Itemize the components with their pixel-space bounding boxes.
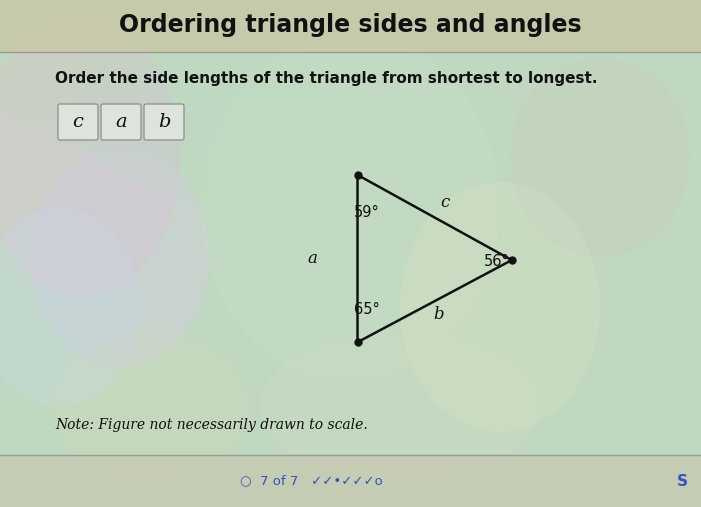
Text: a: a [115,113,127,131]
FancyBboxPatch shape [101,104,141,140]
Text: 65°: 65° [354,302,380,317]
Text: Order the side lengths of the triangle from shortest to longest.: Order the side lengths of the triangle f… [55,71,597,87]
Ellipse shape [260,332,540,482]
Ellipse shape [400,182,600,432]
Text: c: c [73,113,83,131]
Text: b: b [433,306,444,323]
Ellipse shape [0,17,180,297]
Bar [0,455,701,507]
Ellipse shape [75,17,325,197]
FancyBboxPatch shape [58,104,98,140]
Ellipse shape [0,0,160,117]
Ellipse shape [30,147,210,367]
Ellipse shape [510,57,690,257]
Text: c: c [440,194,450,211]
Text: Ordering triangle sides and angles: Ordering triangle sides and angles [118,13,581,37]
Ellipse shape [50,332,250,482]
Text: b: b [158,113,170,131]
Text: S: S [677,474,688,489]
Bar [0,0,701,52]
Text: Note: Figure not necessarily drawn to scale.: Note: Figure not necessarily drawn to sc… [55,418,368,432]
Text: 56°: 56° [484,254,510,269]
Text: a: a [307,250,317,267]
FancyBboxPatch shape [144,104,184,140]
Text: 59°: 59° [354,205,380,221]
Ellipse shape [0,207,140,407]
Text: ○  7 of 7   ✓✓•✓✓✓o: ○ 7 of 7 ✓✓•✓✓✓o [240,475,383,488]
Ellipse shape [200,32,500,382]
